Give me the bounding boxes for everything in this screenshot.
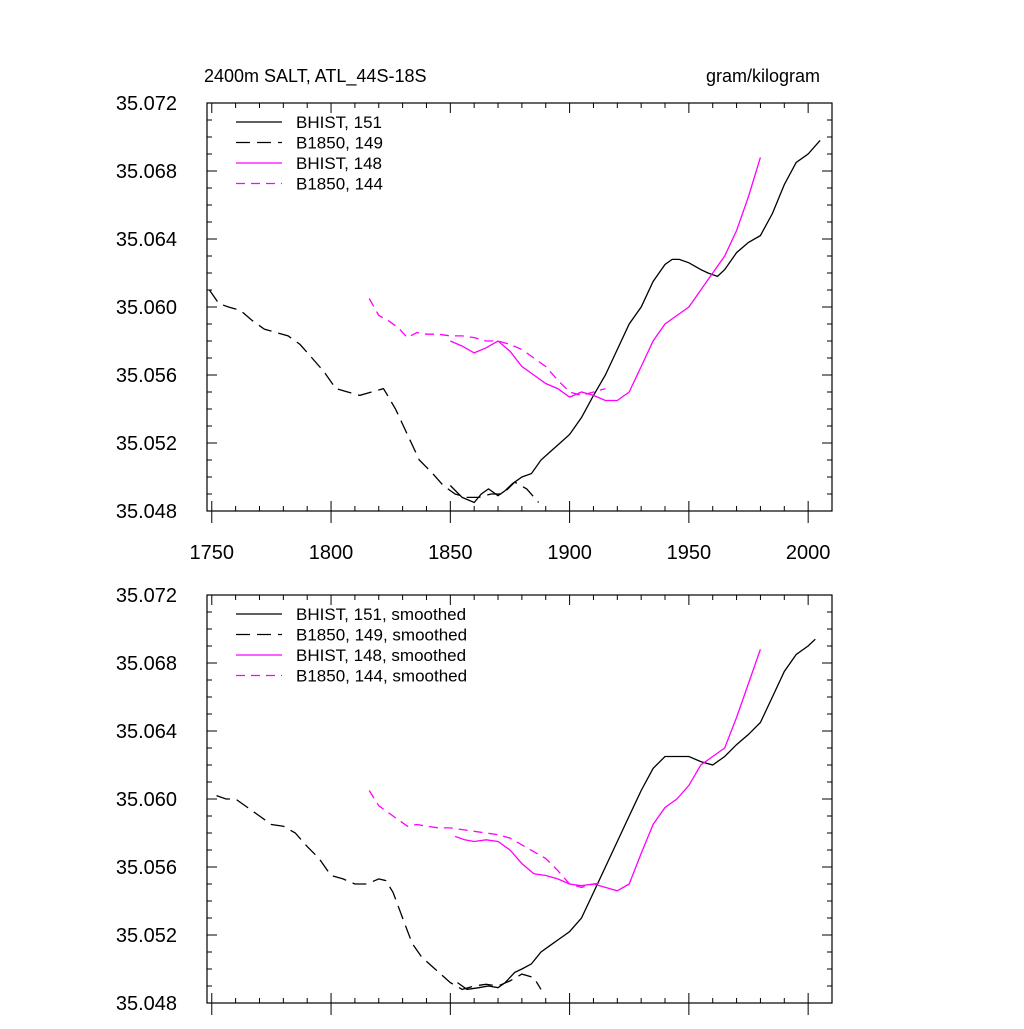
x-tick-label: 1850 bbox=[428, 542, 473, 564]
title-left: 2400m SALT, ATL_44S-18S bbox=[204, 66, 426, 87]
x-tick-label: 1950 bbox=[667, 542, 712, 564]
series-line bbox=[216, 794, 542, 991]
y-tick-label: 35.056 bbox=[116, 365, 177, 387]
y-tick-label: 35.064 bbox=[116, 229, 177, 251]
legend-label: BHIST, 148 bbox=[296, 154, 382, 173]
series-line bbox=[450, 157, 762, 402]
x-tick-label: 1750 bbox=[190, 542, 235, 564]
legend-label: B1850, 144 bbox=[296, 175, 383, 194]
legend-label: BHIST, 151, smoothed bbox=[296, 605, 466, 624]
y-tick-label: 35.068 bbox=[116, 653, 177, 675]
series-line bbox=[368, 790, 606, 889]
panel-bottom: 35.048 35.052 35.056 35.060 35.064 35.068 35.0… bbox=[116, 585, 833, 1015]
legend-label: BHIST, 148, smoothed bbox=[296, 646, 466, 665]
y-tick-label: 35.072 bbox=[116, 585, 177, 607]
series-line bbox=[449, 139, 821, 504]
legend-label: B1850, 144, smoothed bbox=[296, 667, 467, 686]
series-line bbox=[457, 638, 816, 991]
x-tick-label: 1900 bbox=[547, 542, 592, 564]
legend-label: B1850, 149 bbox=[296, 134, 383, 153]
legend-label: BHIST, 151 bbox=[296, 113, 382, 132]
panel-top: 35.048 35.052 35.056 35.060 35.064 35.068 35.0… bbox=[116, 93, 833, 564]
title-right: gram/kilogram bbox=[706, 66, 820, 86]
y-tick-label: 35.056 bbox=[116, 857, 177, 879]
y-tick-label: 35.048 bbox=[116, 501, 177, 523]
y-tick-label: 35.060 bbox=[116, 789, 177, 811]
y-tick-label: 35.052 bbox=[116, 925, 177, 947]
y-tick-label: 35.072 bbox=[116, 93, 177, 115]
x-tick-label: 2000 bbox=[786, 542, 831, 564]
y-tick-label: 35.064 bbox=[116, 721, 177, 743]
legend-label: B1850, 149, smoothed bbox=[296, 626, 467, 645]
x-tick-label: 1800 bbox=[309, 542, 354, 564]
series-line bbox=[454, 649, 762, 892]
series-line bbox=[208, 289, 540, 503]
y-tick-label: 35.048 bbox=[116, 993, 177, 1015]
y-tick-label: 35.068 bbox=[116, 161, 177, 183]
y-tick-label: 35.052 bbox=[116, 433, 177, 455]
y-tick-label: 35.060 bbox=[116, 297, 177, 319]
series-line bbox=[368, 298, 606, 397]
